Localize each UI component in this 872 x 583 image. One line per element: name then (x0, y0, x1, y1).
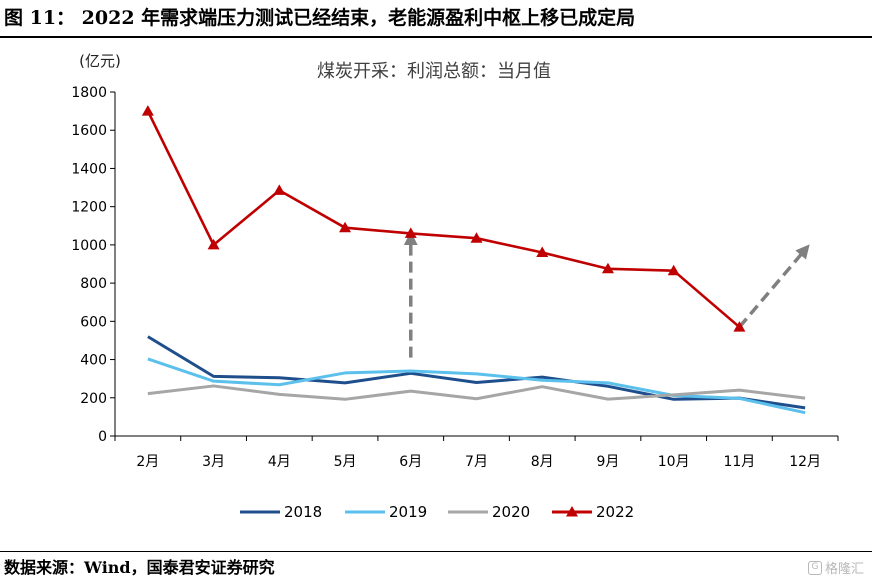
series-line-2019 (147, 357, 806, 415)
data-point-marker (667, 264, 680, 276)
coal-profit-line-chart: 煤炭开采：利润总额：当月值 (亿元) 0 200 400 600 800 1000 1200… (71, 52, 839, 521)
dashed-trend-arrow (738, 244, 810, 329)
series-2022 (141, 105, 746, 332)
x-tick-label: 6月 (399, 454, 422, 470)
y-tick-label: 400 (80, 353, 107, 369)
x-tick-label: 2月 (136, 454, 159, 470)
y-tick-label: 600 (80, 314, 107, 330)
x-tick-label: 4月 (268, 454, 291, 470)
y-tick-label: 1800 (71, 85, 107, 101)
y-tick-label: 200 (80, 391, 107, 407)
x-tick-label: 8月 (531, 454, 554, 470)
annotation-arrows (403, 231, 810, 358)
x-tick-label: 7月 (465, 454, 488, 470)
y-axis-unit-label: (亿元) (79, 52, 121, 70)
source-note: 数据来源：Wind，国泰君安证券研究 (4, 558, 275, 577)
data-point-marker (536, 246, 549, 258)
x-tick-label: 11月 (723, 454, 755, 470)
series-layer (141, 105, 806, 415)
watermark-logo-icon: G (807, 560, 822, 575)
figure-title: 图 11： 2022 年需求端压力测试已经结束，老能源盈利中枢上移已成定局 (4, 7, 636, 29)
y-tick-label: 1000 (71, 238, 107, 254)
watermark: G 格隆汇 (807, 558, 864, 577)
legend-label-2020: 2020 (492, 503, 530, 521)
x-tick-label: 3月 (202, 454, 225, 470)
data-point-marker (207, 238, 220, 250)
series-2020 (147, 384, 806, 401)
data-point-marker (733, 321, 746, 332)
data-point-marker (404, 227, 417, 238)
watermark-text: 格隆汇 (824, 562, 864, 577)
legend-marker-2022 (566, 506, 578, 517)
x-tick-label: 5月 (334, 454, 357, 470)
data-point-marker (141, 105, 154, 116)
legend: 2018 2019 2020 2022 (240, 503, 634, 521)
data-point-marker (339, 221, 352, 233)
title-rule (0, 36, 872, 38)
legend-label-2018: 2018 (284, 503, 322, 521)
x-tick-label: 12月 (789, 454, 821, 470)
data-point-marker (470, 232, 483, 243)
axes: 0 200 400 600 800 1000 1200 1400 1600 1800 2月 3月 4月 5… (71, 85, 839, 470)
source-rule (0, 551, 872, 552)
y-tick-label: 0 (98, 429, 107, 445)
data-point-marker (273, 184, 286, 195)
chart-title: 煤炭开采：利润总额：当月值 (317, 61, 551, 82)
series-line-2018 (147, 335, 806, 410)
series-line-2020 (147, 384, 806, 401)
legend-label-2019: 2019 (389, 503, 427, 521)
series-line-2022 (146, 110, 741, 329)
series-2019 (147, 357, 806, 415)
x-tick-label: 10月 (658, 454, 690, 470)
y-tick-label: 800 (80, 276, 107, 292)
legend-label-2022: 2022 (596, 503, 634, 521)
y-tick-label: 1600 (71, 123, 107, 139)
y-tick-label: 1400 (71, 161, 107, 177)
x-tick-label: 9月 (596, 454, 619, 470)
series-2018 (147, 335, 806, 410)
y-tick-label: 1200 (71, 200, 107, 216)
data-point-marker (601, 262, 614, 274)
